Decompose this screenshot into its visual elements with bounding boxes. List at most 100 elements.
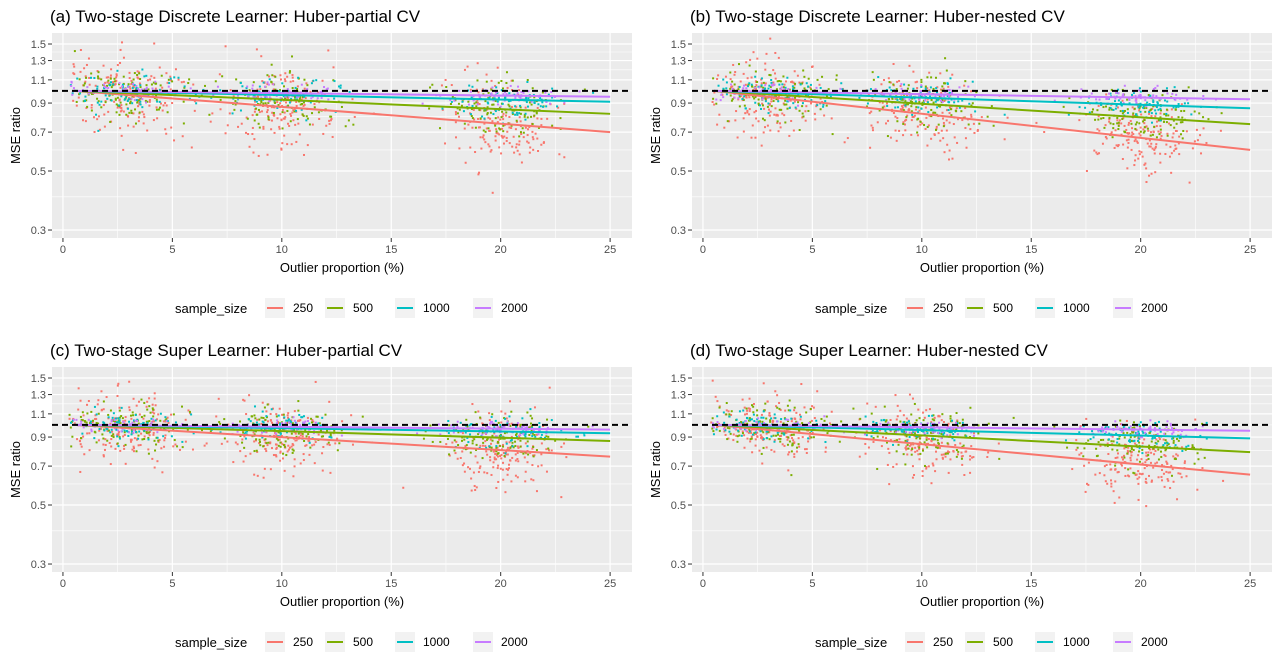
point-1000 bbox=[110, 428, 113, 431]
point-500 bbox=[514, 440, 517, 443]
point-500 bbox=[1091, 108, 1094, 111]
point-1000 bbox=[1149, 94, 1152, 97]
point-500 bbox=[515, 433, 518, 436]
point-250 bbox=[486, 472, 489, 475]
point-500 bbox=[1142, 131, 1145, 134]
point-500 bbox=[481, 431, 484, 434]
point-2000 bbox=[1175, 93, 1178, 96]
point-1000 bbox=[1121, 109, 1124, 112]
point-250 bbox=[930, 439, 933, 442]
point-250 bbox=[142, 122, 145, 125]
point-250 bbox=[224, 45, 227, 48]
point-500 bbox=[282, 444, 285, 447]
point-250 bbox=[248, 394, 251, 397]
point-500 bbox=[726, 120, 729, 123]
point-250 bbox=[226, 124, 229, 127]
point-250 bbox=[117, 430, 120, 433]
point-500 bbox=[1157, 440, 1160, 443]
y-tick-label: 0.5 bbox=[31, 500, 46, 512]
point-500 bbox=[767, 431, 770, 434]
point-500 bbox=[935, 446, 938, 449]
point-250 bbox=[1172, 455, 1175, 458]
point-250 bbox=[274, 443, 277, 446]
point-500 bbox=[117, 104, 120, 107]
point-500 bbox=[138, 111, 141, 114]
point-2000 bbox=[1115, 91, 1118, 94]
point-250 bbox=[120, 134, 123, 137]
point-250 bbox=[146, 129, 149, 132]
point-500 bbox=[940, 433, 943, 436]
point-250 bbox=[925, 466, 928, 469]
point-1000 bbox=[539, 97, 542, 100]
point-250 bbox=[133, 437, 136, 440]
point-250 bbox=[500, 152, 503, 155]
point-500 bbox=[1130, 122, 1133, 125]
point-1000 bbox=[287, 89, 290, 92]
point-500 bbox=[112, 433, 115, 436]
point-250 bbox=[527, 141, 530, 144]
point-250 bbox=[102, 104, 105, 107]
point-250 bbox=[1156, 120, 1159, 123]
point-2000 bbox=[1121, 94, 1124, 97]
point-250 bbox=[279, 78, 282, 81]
point-500 bbox=[937, 123, 940, 126]
point-1000 bbox=[118, 437, 121, 440]
point-500 bbox=[118, 83, 121, 86]
point-250 bbox=[902, 414, 905, 417]
point-250 bbox=[1138, 150, 1141, 153]
point-500 bbox=[352, 123, 355, 126]
point-250 bbox=[456, 457, 459, 460]
point-250 bbox=[311, 444, 314, 447]
point-250 bbox=[77, 96, 80, 99]
point-500 bbox=[977, 432, 980, 435]
point-250 bbox=[509, 400, 512, 403]
point-250 bbox=[496, 467, 499, 470]
point-250 bbox=[1154, 449, 1157, 452]
point-250 bbox=[774, 107, 777, 110]
point-250 bbox=[500, 453, 503, 456]
point-2000 bbox=[287, 421, 290, 424]
point-2000 bbox=[265, 96, 268, 99]
point-250 bbox=[122, 148, 125, 151]
point-250 bbox=[1205, 141, 1208, 144]
point-500 bbox=[1082, 455, 1085, 458]
point-1000 bbox=[767, 87, 770, 90]
point-500 bbox=[1177, 116, 1180, 119]
point-250 bbox=[528, 151, 531, 154]
point-250 bbox=[1176, 498, 1179, 501]
point-250 bbox=[1125, 139, 1128, 142]
point-500 bbox=[776, 80, 779, 83]
point-500 bbox=[918, 437, 921, 440]
point-2000 bbox=[156, 431, 159, 434]
point-250 bbox=[516, 120, 519, 123]
y-tick-label: 0.3 bbox=[31, 559, 46, 571]
legend-item-500: 500 bbox=[325, 298, 373, 318]
point-250 bbox=[497, 116, 500, 119]
point-250 bbox=[93, 131, 96, 134]
point-250 bbox=[888, 451, 891, 454]
point-500 bbox=[729, 71, 732, 74]
point-250 bbox=[317, 91, 320, 94]
point-500 bbox=[487, 91, 490, 94]
point-1000 bbox=[173, 76, 176, 79]
point-250 bbox=[935, 450, 938, 453]
point-500 bbox=[935, 128, 938, 131]
point-250 bbox=[161, 471, 164, 474]
point-250 bbox=[1150, 479, 1153, 482]
point-250 bbox=[120, 109, 123, 112]
point-250 bbox=[1135, 128, 1138, 131]
point-500 bbox=[308, 123, 311, 126]
point-250 bbox=[278, 127, 281, 130]
point-250 bbox=[970, 115, 973, 118]
point-250 bbox=[291, 76, 294, 79]
point-250 bbox=[510, 480, 513, 483]
point-500 bbox=[1144, 110, 1147, 113]
point-250 bbox=[1149, 461, 1152, 464]
point-500 bbox=[748, 417, 751, 420]
point-500 bbox=[802, 69, 805, 72]
point-500 bbox=[266, 74, 269, 77]
point-250 bbox=[104, 100, 107, 103]
point-1000 bbox=[131, 86, 134, 89]
point-1000 bbox=[159, 412, 162, 415]
point-250 bbox=[792, 81, 795, 84]
